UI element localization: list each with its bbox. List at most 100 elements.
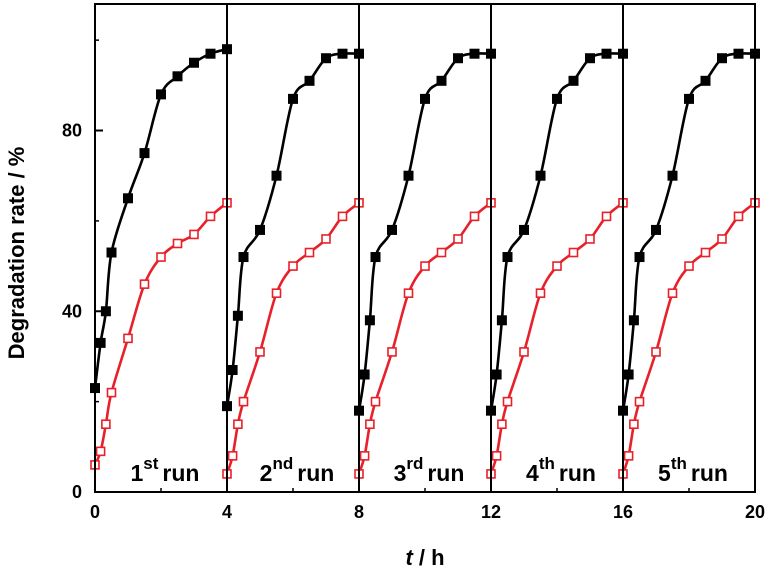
data-point (436, 247, 447, 258)
x-axis-title: t / h (405, 545, 444, 570)
data-point (387, 347, 397, 357)
data-point (568, 75, 579, 86)
x-tick-label: 4 (222, 502, 232, 522)
series-1-line-run-3 (357, 52, 492, 411)
series-layer (90, 44, 760, 479)
data-point (420, 261, 430, 271)
data-point (227, 365, 238, 375)
data-point (106, 387, 117, 398)
data-point (304, 75, 315, 86)
data-point (628, 315, 639, 326)
run-label-3: 3rd run (394, 454, 465, 486)
data-point (623, 369, 634, 380)
data-point (453, 53, 463, 64)
data-point (172, 238, 183, 249)
x-tick-label: 20 (745, 502, 765, 522)
data-point (95, 446, 106, 457)
y-tick-label: 40 (62, 301, 82, 321)
data-point (733, 48, 744, 59)
data-point (337, 48, 348, 59)
data-point (491, 451, 502, 461)
data-point (156, 89, 166, 100)
series-2 (90, 198, 760, 479)
data-point (288, 93, 298, 104)
data-point (205, 48, 216, 59)
data-point (667, 170, 678, 181)
x-tick-label: 16 (613, 502, 633, 522)
x-axis-title-unit: / h (413, 545, 445, 570)
data-point (156, 252, 166, 262)
data-point (552, 261, 562, 271)
data-point (535, 288, 546, 298)
series-2-line-run-4 (489, 201, 624, 475)
run-label-4: 4th run (526, 454, 596, 486)
data-point (139, 279, 150, 289)
data-point (227, 451, 238, 461)
data-point (123, 333, 133, 344)
data-point (491, 369, 502, 380)
data-point (139, 148, 150, 159)
data-point (106, 247, 117, 258)
axis-ticks: 0 4 8 12 16 20 0 40 80 (62, 39, 765, 522)
y-axis-title: Degradation rate / % (4, 147, 29, 360)
data-point (634, 396, 645, 407)
data-point (403, 170, 414, 181)
data-point (359, 369, 370, 380)
data-point (634, 252, 645, 263)
data-point (585, 234, 595, 244)
data-point (469, 48, 480, 59)
data-point (717, 234, 727, 244)
data-point (304, 247, 315, 258)
y-tick-label: 0 (72, 482, 82, 502)
series-1-line-run-2 (225, 52, 360, 407)
data-point (568, 247, 579, 258)
data-point (552, 93, 562, 104)
x-axis-title-variable: t (405, 545, 414, 570)
data-point (233, 419, 243, 430)
data-point (502, 252, 513, 263)
data-point (684, 93, 694, 104)
run-labels: 1st run 2nd run 3rd run 4th run 5th run (131, 454, 728, 486)
data-point (123, 193, 133, 204)
data-point (667, 288, 678, 298)
y-tick-label: 80 (62, 121, 82, 141)
data-point (189, 229, 199, 240)
data-point (684, 261, 694, 271)
data-point (733, 211, 744, 222)
data-point (469, 211, 480, 222)
x-tick-label: 0 (90, 502, 100, 522)
data-point (700, 247, 711, 258)
data-point (717, 53, 727, 64)
data-point (100, 306, 111, 317)
data-point (651, 224, 661, 235)
data-point (364, 315, 375, 326)
data-point (205, 211, 216, 222)
data-point (232, 310, 243, 321)
data-point (271, 288, 282, 298)
data-point (700, 75, 711, 86)
data-point (370, 252, 381, 263)
data-point (497, 419, 507, 430)
data-point (271, 170, 282, 181)
data-point (651, 347, 661, 357)
run-label-5: 5th run (658, 454, 728, 486)
data-point (623, 451, 634, 461)
data-point (535, 170, 546, 181)
data-point (189, 57, 199, 68)
data-point (238, 252, 249, 263)
data-point (519, 224, 529, 235)
data-point (519, 347, 529, 357)
series-2-line-run-5 (621, 201, 756, 475)
data-point (321, 234, 331, 244)
data-point (453, 234, 463, 244)
data-point (101, 419, 111, 430)
data-point (420, 93, 430, 104)
plot-frame (94, 3, 756, 493)
data-point (496, 315, 507, 326)
series-2-line-run-3 (357, 201, 492, 475)
data-point (502, 396, 513, 407)
data-point (629, 419, 639, 430)
series-1-line-run-4 (489, 52, 624, 411)
data-point (255, 224, 265, 235)
